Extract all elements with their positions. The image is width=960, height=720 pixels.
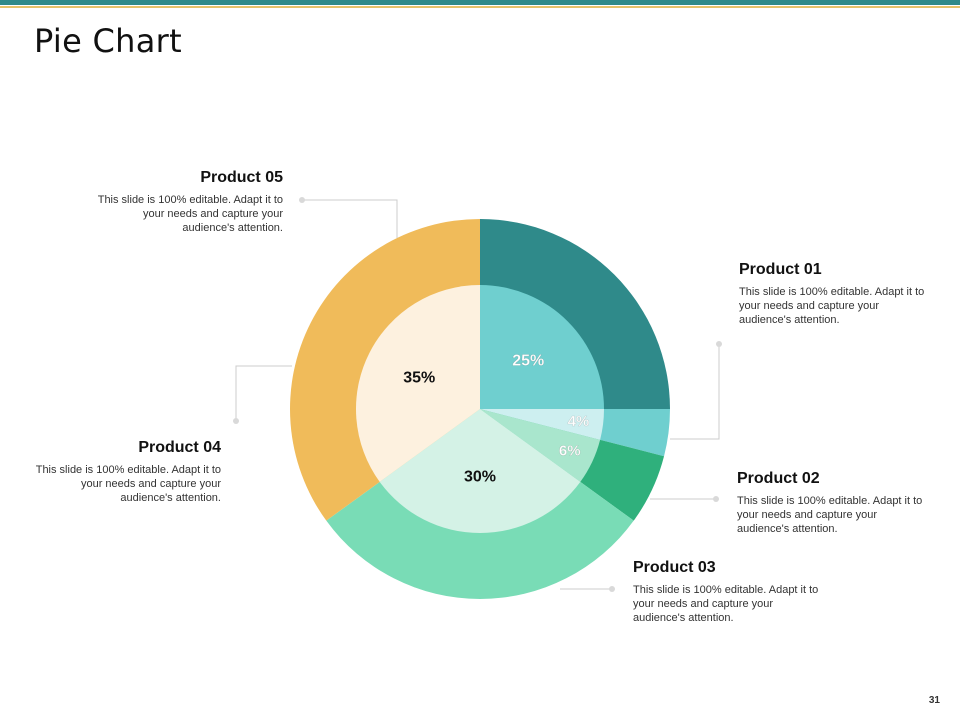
connector-dot-product-01: [716, 341, 722, 347]
data-label-product-02-1: 4%: [568, 413, 590, 430]
inner-slice-product-02-2: [480, 409, 601, 482]
product-01-description: This slide is 100% editable. Adapt it to…: [739, 286, 925, 326]
pie-labels: 25% 4% 6% 30% 35%: [403, 352, 590, 486]
product-03-description: This slide is 100% editable. Adapt it to…: [633, 584, 819, 624]
inner-slice-product-02-1: [480, 409, 604, 440]
inner-slice-product-03-3: [379, 409, 581, 534]
page-title: Pie Chart: [34, 22, 182, 60]
product-01-title: Product 01: [739, 261, 822, 278]
data-label-product-04-4: 35%: [403, 370, 435, 387]
product-02-description: This slide is 100% editable. Adapt it to…: [737, 495, 923, 535]
product-05-title: Product 05: [200, 169, 283, 186]
top-bar-accent: [0, 6, 960, 8]
product-05-block: Product 05 This slide is 100% editable. …: [93, 169, 283, 235]
connector-dot-product-04: [233, 418, 239, 424]
inner-slice-product-01-0: [480, 285, 604, 409]
data-label-product-02-2: 6%: [559, 443, 581, 460]
data-label-product-03-3: 30%: [464, 469, 496, 486]
product-04-title: Product 04: [138, 439, 221, 456]
product-02-title: Product 02: [737, 470, 820, 487]
data-label-product-01-0: 25%: [512, 352, 544, 369]
connector-dot-product-02: [713, 496, 719, 502]
connector-product-04: [235, 365, 292, 421]
connector-product-05: [302, 199, 398, 238]
top-bar: [0, 0, 960, 5]
connector-lines: [233, 197, 722, 592]
product-05-description: This slide is 100% editable. Adapt it to…: [97, 194, 283, 234]
product-04-block: Product 04 This slide is 100% editable. …: [31, 439, 221, 505]
page-number: 31: [928, 695, 940, 706]
product-02-block: Product 02 This slide is 100% editable. …: [737, 470, 927, 536]
connector-dot-product-05: [299, 197, 305, 203]
inner-slice-product-04-4: [355, 285, 480, 482]
product-03-title: Product 03: [633, 559, 716, 576]
connector-product-01: [670, 344, 720, 440]
product-01-block: Product 01 This slide is 100% editable. …: [739, 261, 929, 327]
product-04-description: This slide is 100% editable. Adapt it to…: [35, 464, 221, 504]
product-03-block: Product 03 This slide is 100% editable. …: [633, 559, 823, 625]
connector-dot-product-03: [609, 586, 615, 592]
inner-pie: [355, 285, 604, 534]
